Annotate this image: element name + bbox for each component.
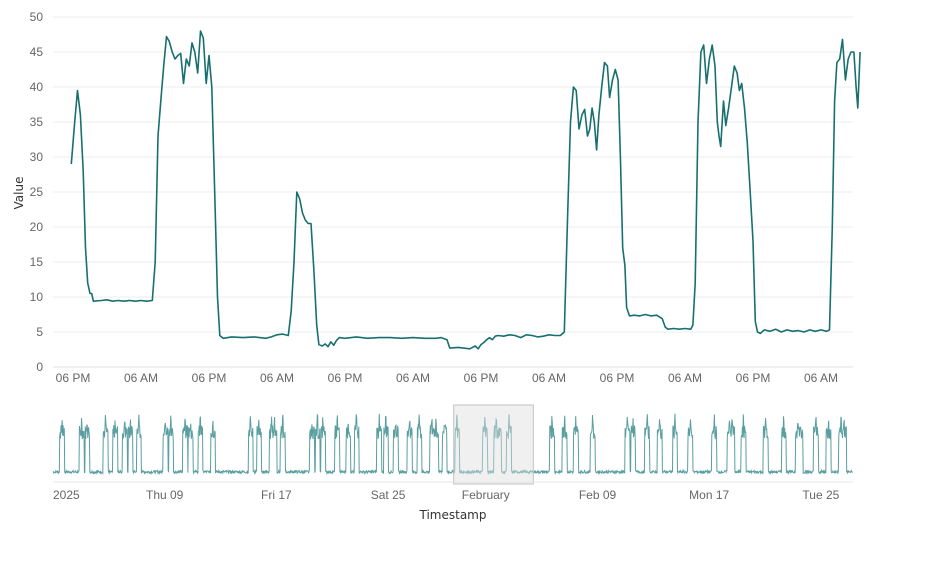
navigator-tick-label: February — [462, 488, 510, 502]
x-tick-label: 06 PM — [600, 371, 635, 385]
x-axis-title: Timestamp — [419, 508, 487, 522]
x-tick-label: 06 AM — [260, 371, 294, 385]
y-tick-label: 25 — [30, 185, 44, 199]
main-series-line — [70, 30, 861, 350]
x-tick-label: 06 AM — [668, 371, 702, 385]
navigator-tick-label: Thu 09 — [146, 488, 184, 502]
y-tick-label: 35 — [30, 115, 44, 129]
x-tick-label: 06 PM — [56, 371, 91, 385]
navigator-tick-label: Sat 25 — [371, 488, 406, 502]
x-tick-label: 06 PM — [464, 371, 499, 385]
main-grid — [53, 16, 853, 368]
x-tick-label: 06 PM — [192, 371, 227, 385]
x-tick-label: 06 AM — [532, 371, 566, 385]
y-tick-label: 45 — [30, 45, 44, 59]
main-y-axis: 0 5 10 15 20 25 30 35 40 45 50 — [30, 10, 44, 374]
navigator[interactable] — [52, 404, 853, 485]
y-tick-label: 15 — [30, 255, 44, 269]
y-axis-title: Value — [12, 177, 26, 210]
y-tick-label: 0 — [36, 360, 43, 374]
x-tick-label: 06 AM — [396, 371, 430, 385]
navigator-selection-window[interactable] — [453, 404, 534, 485]
navigator-tick-label: Mon 17 — [689, 488, 729, 502]
y-tick-label: 20 — [30, 220, 44, 234]
navigator-series-line — [52, 413, 853, 476]
x-tick-label: 06 PM — [736, 371, 771, 385]
x-tick-label: 06 AM — [804, 371, 838, 385]
y-tick-label: 10 — [30, 290, 44, 304]
y-tick-label: 50 — [30, 10, 44, 24]
navigator-tick-label: 2025 — [53, 488, 80, 502]
y-tick-label: 5 — [36, 325, 43, 339]
main-x-axis: 06 PM 06 AM 06 PM 06 AM 06 PM 06 AM 06 PM 06 AM… — [56, 371, 838, 385]
navigator-tick-label: Tue 25 — [802, 488, 839, 502]
y-tick-label: 40 — [30, 80, 44, 94]
navigator-tick-label: Fri 17 — [261, 488, 292, 502]
navigator-x-axis: 2025 Thu 09 Fri 17 Sat 25 February Feb 09 Mon … — [53, 488, 840, 502]
y-tick-label: 30 — [30, 150, 44, 164]
navigator-tick-label: Feb 09 — [579, 488, 617, 502]
x-tick-label: 06 PM — [328, 371, 363, 385]
x-tick-label: 06 AM — [124, 371, 158, 385]
